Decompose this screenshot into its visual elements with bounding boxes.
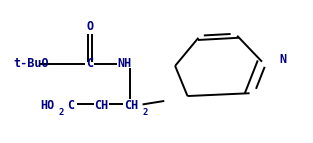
Text: C: C <box>68 99 74 112</box>
Text: 2: 2 <box>58 108 64 117</box>
Text: NH: NH <box>118 57 132 70</box>
Text: CH: CH <box>95 99 109 112</box>
Text: CH: CH <box>124 99 138 112</box>
Text: O: O <box>86 20 93 33</box>
Text: C: C <box>86 57 93 70</box>
Text: N: N <box>279 53 286 66</box>
Text: HO: HO <box>40 99 54 112</box>
Text: t-BuO: t-BuO <box>14 57 49 70</box>
Text: 2: 2 <box>142 108 148 117</box>
